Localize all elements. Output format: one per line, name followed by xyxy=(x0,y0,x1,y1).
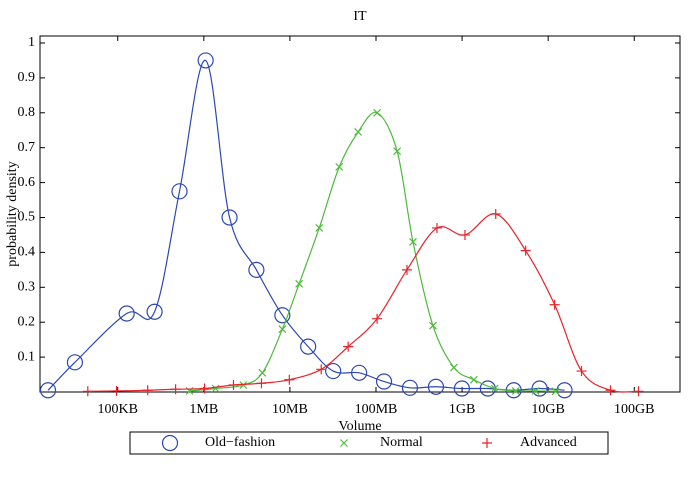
marker xyxy=(409,237,417,246)
x-tick-label: 1MB xyxy=(189,402,218,417)
marker xyxy=(221,209,238,226)
marker xyxy=(431,222,442,233)
marker xyxy=(325,362,342,380)
x-tick-label: 100GB xyxy=(614,402,654,417)
marker xyxy=(453,380,470,397)
y-tick-label: 0.1 xyxy=(18,349,36,364)
legend-box xyxy=(129,431,609,455)
marker xyxy=(490,384,499,393)
marker xyxy=(258,368,267,377)
marker xyxy=(82,386,93,397)
marker xyxy=(300,338,317,355)
y-tick-label: 1 xyxy=(28,35,35,50)
marker xyxy=(228,380,239,391)
marker xyxy=(343,341,354,352)
marker xyxy=(459,229,470,240)
marker xyxy=(490,209,501,219)
y-tick-label: 0.4 xyxy=(18,245,36,260)
y-tick-label: 0.9 xyxy=(18,70,36,85)
marker xyxy=(171,183,188,200)
marker xyxy=(315,224,324,232)
marker xyxy=(531,387,540,395)
y-tick-label: 0.5 xyxy=(18,210,36,225)
y-tick-label: 0.2 xyxy=(18,314,36,329)
marker xyxy=(511,387,520,395)
marker xyxy=(199,383,210,394)
marker xyxy=(197,52,214,69)
legend-marker xyxy=(482,438,492,448)
marker xyxy=(372,313,383,324)
marker xyxy=(401,379,419,396)
marker xyxy=(335,162,344,171)
marker xyxy=(469,375,478,384)
marker xyxy=(146,303,163,320)
y-axis-label: probability density xyxy=(5,161,20,266)
marker xyxy=(278,325,287,334)
x-tick-label: 100MB xyxy=(355,402,398,417)
marker xyxy=(576,366,587,377)
marker xyxy=(605,385,616,396)
marker xyxy=(256,378,267,389)
legend-label: Normal xyxy=(380,435,423,450)
x-tick-label: 100KB xyxy=(98,402,138,417)
marker xyxy=(39,382,57,399)
marker xyxy=(274,307,291,324)
marker xyxy=(633,386,644,397)
marker xyxy=(66,354,84,371)
x-tick-label: 1GB xyxy=(449,402,475,417)
marker xyxy=(449,363,458,372)
legend-label: Advanced xyxy=(520,435,577,450)
y-tick-label: 0.7 xyxy=(18,140,36,155)
marker xyxy=(375,373,393,390)
legend-marker xyxy=(161,434,179,452)
marker xyxy=(211,384,220,393)
marker xyxy=(142,385,153,396)
marker xyxy=(429,321,437,330)
marker xyxy=(111,385,122,396)
marker xyxy=(427,378,445,395)
y-tick-label: 0.6 xyxy=(18,175,36,190)
y-tick-label: 0.8 xyxy=(18,105,36,120)
legend-marker xyxy=(340,439,348,447)
marker xyxy=(354,128,363,136)
marker xyxy=(351,364,368,381)
marker xyxy=(295,279,304,288)
marker xyxy=(316,364,327,375)
x-tick-label: 10GB xyxy=(531,402,564,417)
marker xyxy=(239,381,248,389)
chart-title: IT xyxy=(353,9,367,24)
marker xyxy=(520,245,531,256)
marker xyxy=(373,108,382,117)
x-axis-label: Volume xyxy=(338,419,381,434)
y-tick-label: 0.3 xyxy=(18,280,36,295)
legend-label: Old−fashion xyxy=(205,435,275,450)
x-tick-label: 10MB xyxy=(272,402,308,417)
marker xyxy=(118,305,135,322)
marker xyxy=(393,147,402,156)
plot-frame xyxy=(39,35,681,393)
marker xyxy=(248,261,265,278)
marker xyxy=(401,264,412,275)
series-line xyxy=(47,59,565,391)
marker xyxy=(551,387,560,396)
marker xyxy=(531,380,548,397)
marker xyxy=(284,374,295,385)
marker xyxy=(549,299,560,310)
marker xyxy=(170,384,181,395)
